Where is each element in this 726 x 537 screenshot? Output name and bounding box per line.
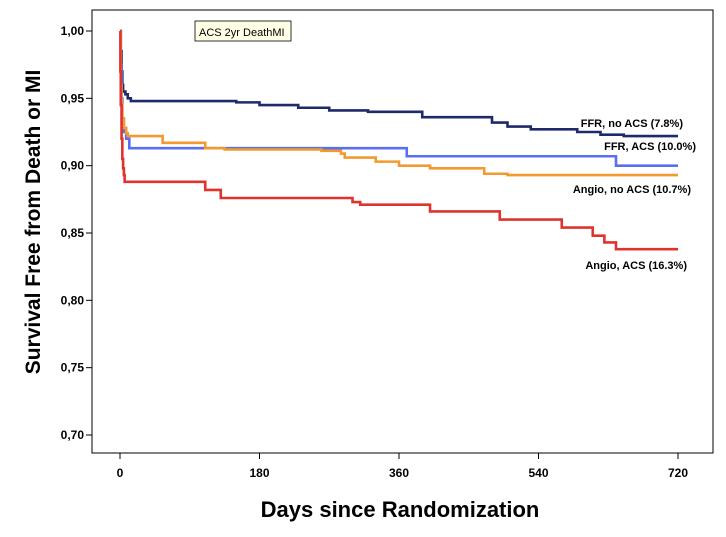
y-tick-label: 0,90 — [61, 159, 85, 173]
series-label-ffr-no-acs: FFR, no ACS (7.8%) — [581, 118, 684, 130]
x-tick-label: 180 — [249, 466, 269, 480]
y-axis: 0,70 0,75 0,80 0,85 0,90 0,95 1,00 — [61, 24, 92, 442]
legend-title-frame — [194, 20, 292, 42]
x-tick-label: 0 — [117, 466, 124, 480]
x-tick-label: 720 — [668, 466, 688, 480]
y-axis-title: Survival Free from Death or MI — [22, 70, 45, 375]
y-tick-label: 1,00 — [61, 24, 85, 38]
x-axis: 0 180 360 540 720 — [117, 453, 688, 480]
y-tick-label: 0,70 — [61, 428, 85, 442]
x-axis-title: Days since Randomization — [261, 497, 540, 522]
series-angio-acs — [119, 29, 678, 251]
y-tick-label: 0,80 — [61, 293, 85, 307]
plot-area-frame — [91, 9, 714, 454]
legend-title-box: ACS 2yr DeathMI — [194, 20, 292, 42]
y-tick-label: 0,95 — [61, 91, 85, 105]
x-tick-label: 540 — [528, 466, 548, 480]
series-label-angio-acs: Angio, ACS (16.3%) — [585, 260, 687, 272]
legend-title-text: ACS 2yr DeathMI — [199, 27, 285, 39]
series-layer — [119, 29, 678, 251]
series-label-ffr-acs: FFR, ACS (10.0%) — [604, 141, 696, 153]
y-tick-label: 0,85 — [61, 226, 85, 240]
x-tick-label: 360 — [389, 466, 409, 480]
series-label-angio-no-acs: Angio, no ACS (10.7%) — [573, 184, 691, 196]
y-tick-label: 0,75 — [61, 361, 85, 375]
